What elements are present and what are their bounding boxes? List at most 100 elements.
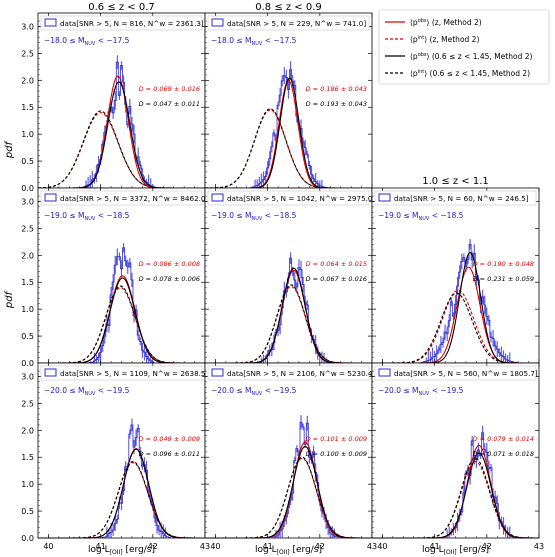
- ks-statistic-red: D = 0.064 ± 0.015: [306, 260, 367, 268]
- legend-label-3: ⟨pint⟩ (0.6 ≤ z < 1.45, Method 2): [410, 69, 530, 78]
- mag-subscript: NUV: [252, 216, 263, 222]
- panel-0-0: 0.0 0.5 1.0 1.5 2.0 2.5 3.0 data[SNR > 5, N = 8…: [21, 12, 206, 193]
- hist-legend-swatch: [211, 193, 224, 202]
- ks-statistic-red: D = 0.069 ± 0.016: [139, 85, 200, 93]
- panel-legend-box: [207, 365, 370, 381]
- mag-subscript: NUV: [419, 391, 430, 397]
- x-label-unit: [erg/s]: [123, 545, 155, 555]
- magnitude-range-label: −19.0 ≤ MNUV < −18.5: [211, 211, 297, 222]
- x-axis-label-0: log L[OII] [erg/s]: [88, 545, 155, 556]
- panel-legend-box: [40, 190, 203, 206]
- figure-labels: 0.6 ≤ z < 0.7 0.8 ≤ z < 0.9 1.0 ≤ z < 1.1 l…: [88, 2, 489, 556]
- x-tick-label: 40: [43, 542, 53, 551]
- hist-legend-label: data[SNR > 5, N = 2106, N^w = 5230.4]: [227, 369, 376, 378]
- hist-legend-swatch: [211, 368, 224, 377]
- panel-legend-box: [374, 365, 537, 381]
- panel-data-legend: data[SNR > 5, N = 1109, N^w = 2638.5]: [40, 365, 209, 381]
- mag-subscript: NUV: [252, 391, 263, 397]
- ks-statistic-red: D = 0.086 ± 0.008: [139, 260, 200, 268]
- x-tick-label: 41: [430, 542, 440, 551]
- mag-subscript: NUV: [252, 41, 263, 47]
- mag-upper: < −19.5: [262, 386, 296, 395]
- column-title-2: 1.0 ≤ z < 1.1: [422, 176, 489, 187]
- legend-superscript: int: [418, 35, 425, 41]
- y-tick-label: 2.0: [21, 76, 34, 85]
- panel-data-legend: data[SNR > 5, N = 560, N^w = 1805.7]: [374, 365, 538, 381]
- legend-superscript: obs: [418, 18, 427, 24]
- magnitude-range-label: −20.0 ≤ MNUV < −19.5: [378, 386, 464, 397]
- y-tick-label: 0.0: [21, 184, 34, 193]
- curve-obs-all: [38, 448, 205, 539]
- legend-text: ⟩ (0.6 ≤ z < 1.45, Method 2): [424, 69, 530, 78]
- panel-1-2: data[SNR > 5, N = 60, N^w = 246.5] −19.0 …: [371, 187, 540, 364]
- hist-legend-label: data[SNR > 5, N = 229, N^w = 741.0]: [227, 19, 366, 28]
- panel-legend-box: [207, 15, 370, 31]
- mag-subscript: NUV: [85, 216, 96, 222]
- hist-legend-swatch: [44, 193, 57, 202]
- legend-box: [378, 9, 550, 85]
- y-tick-label: 1.0: [21, 480, 34, 489]
- magnitude-range-label: −18.0 ≤ MNUV < −17.5: [44, 36, 130, 47]
- hist-legend-label: data[SNR > 5, N = 60, N^w = 246.5]: [394, 194, 529, 203]
- y-tick-label: 0.5: [21, 157, 34, 166]
- legend-label-1: ⟨pint⟩ (z, Method 2): [410, 35, 479, 44]
- hist-legend-swatch: [44, 18, 57, 27]
- hist-legend-swatch: [378, 368, 391, 377]
- legend: ⟨pobs⟩ (z, Method 2) ⟨pint⟩ (z, Method 2)…: [378, 9, 550, 85]
- panel-2-0: 0.0 0.5 1.0 1.5 2.0 2.5 3.0 40 41 42 43 data[SNR > …: [21, 362, 210, 551]
- y-tick-label: 3.0: [21, 197, 34, 206]
- y-tick-label: 2.0: [21, 426, 34, 435]
- y-tick-label: 2.5: [21, 399, 34, 408]
- y-tick-label: 3.0: [21, 22, 34, 31]
- mag-subscript: NUV: [85, 391, 96, 397]
- legend-label-2: ⟨pobs⟩ (0.6 ≤ z < 1.45, Method 2): [410, 52, 532, 61]
- panel-legend-box: [207, 190, 370, 206]
- y-tick-label: 2.0: [21, 251, 34, 260]
- y-tick-label: 1.5: [21, 278, 34, 287]
- mag-upper: < −17.5: [262, 36, 296, 45]
- panel-frame: [371, 187, 540, 364]
- panel-data-legend: data[SNR > 5, N = 2106, N^w = 5230.4]: [207, 365, 376, 381]
- hist-legend-label: data[SNR > 5, N = 1109, N^w = 2638.5]: [60, 369, 209, 378]
- mag-upper: < −18.5: [429, 211, 463, 220]
- y-tick-label: 1.0: [21, 305, 34, 314]
- panel-data-legend: data[SNR > 5, N = 60, N^w = 246.5]: [374, 190, 537, 206]
- x-label-subscript: [OII]: [277, 549, 290, 556]
- x-tick-label: 40: [377, 542, 387, 551]
- mag-upper: < −19.5: [429, 386, 463, 395]
- hist-legend-label: data[SNR > 5, N = 3372, N^w = 8462.0]: [60, 194, 209, 203]
- panel-1-0: 0.0 0.5 1.0 1.5 2.0 2.5 3.0 data[SNR > 5, N = 3…: [21, 187, 209, 368]
- curve-obs-all: [205, 445, 372, 539]
- hist-legend-swatch: [44, 368, 57, 377]
- legend-superscript: int: [418, 69, 425, 75]
- panel-2-2: 40 41 42 43 data[SNR > 5, N = 560, N^w = 180…: [371, 362, 544, 551]
- x-tick-label: 41: [96, 542, 106, 551]
- column-title-0: 0.6 ≤ z < 0.7: [88, 2, 155, 13]
- legend-label-0: ⟨pobs⟩ (z, Method 2): [410, 18, 482, 27]
- x-label-unit: [erg/s]: [457, 545, 489, 555]
- x-tick-label: 42: [315, 542, 325, 551]
- legend-text: ⟩ (0.6 ≤ z < 1.45, Method 2): [427, 52, 533, 61]
- curve-int-z: [204, 109, 372, 189]
- panel-frame: [371, 362, 540, 539]
- y-tick-label: 0.0: [21, 359, 34, 368]
- x-axis-label-1: log L[OII] [erg/s]: [255, 545, 322, 556]
- ks-statistic-red: D = 0.101 ± 0.009: [306, 435, 367, 443]
- magnitude-range-label: −19.0 ≤ MNUV < −18.5: [44, 211, 130, 222]
- panel-frame: [37, 12, 206, 189]
- ks-statistic-black: D = 0.100 ± 0.009: [306, 450, 367, 458]
- ks-statistic-black: D = 0.071 ± 0.018: [473, 450, 534, 458]
- ks-statistic-red: D = 0.079 ± 0.014: [473, 435, 534, 443]
- x-tick-label: 40: [210, 542, 220, 551]
- hist-legend-swatch: [211, 18, 224, 27]
- magnitude-range-label: −18.0 ≤ MNUV < −17.5: [211, 36, 297, 47]
- ks-statistic-black: D = 0.096 ± 0.011: [139, 450, 200, 458]
- magnitude-range-label: −19.0 ≤ MNUV < −18.5: [378, 211, 464, 222]
- ks-statistic-black: D = 0.067 ± 0.016: [306, 275, 367, 283]
- curve-int-all: [37, 110, 205, 189]
- panel-1-1: data[SNR > 5, N = 1042, N^w = 2975.0] −19…: [204, 187, 376, 364]
- ks-statistic-red: D = 0.186 ± 0.043: [306, 85, 367, 93]
- panel-legend-box: [374, 190, 537, 206]
- hist-legend-label: data[SNR > 5, N = 816, N^w = 2361.3]: [60, 19, 204, 28]
